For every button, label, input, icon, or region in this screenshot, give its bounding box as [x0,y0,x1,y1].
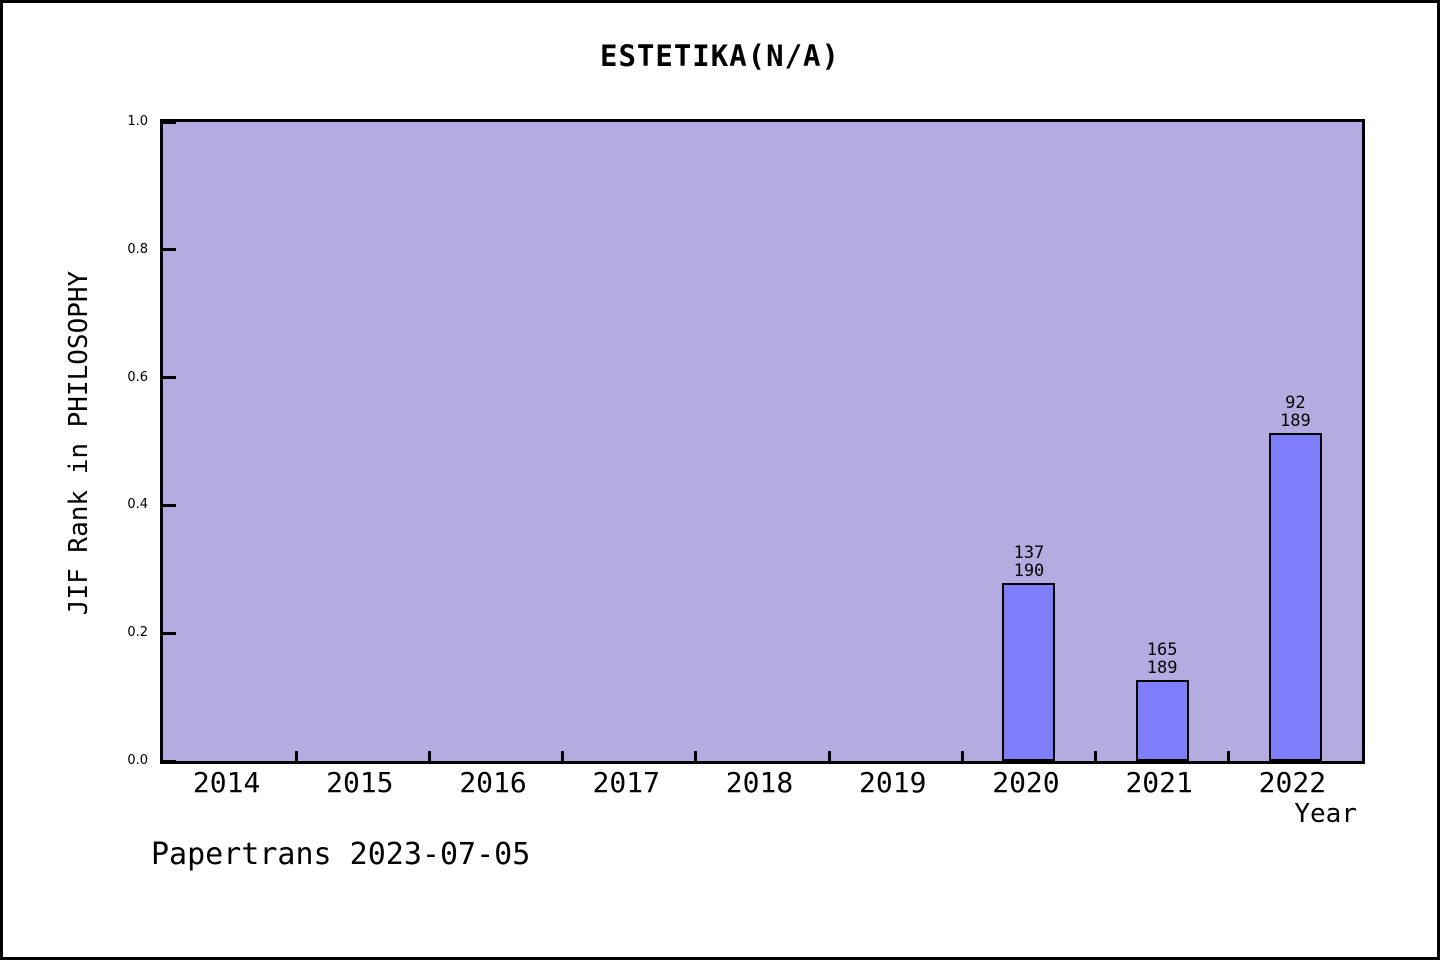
y-tick-label: 0.0 [127,753,148,768]
x-axis-tick [694,751,698,761]
y-axis-tick [163,248,176,252]
x-axis-tick [427,751,431,761]
bar-label-2021: 165 189 [1102,641,1222,677]
bar-rank-value: 92 [1285,393,1306,413]
bar-2022 [1268,433,1322,761]
chart-title: ESTETIKA(N/A) [600,39,840,73]
bar-total-value: 189 [1146,658,1178,678]
y-tick-label: 0.4 [127,497,148,513]
plot-area: 137 190 165 189 92 189 [160,119,1365,764]
bar-rank-value: 165 [1146,640,1178,660]
x-tick-label-2018: 2018 [725,766,794,799]
x-axis-tick [827,751,831,761]
y-tick-label: 0.2 [127,625,148,641]
x-tick-label-2014: 2014 [192,766,261,799]
x-axis-tick [960,751,964,761]
x-tick-label-2016: 2016 [459,766,527,799]
bar-2021 [1135,680,1189,761]
x-axis-tick [294,751,298,761]
footer-watermark: Papertrans 2023-07-05 [151,837,531,872]
y-tick-label: 0.8 [127,241,148,257]
y-axis-tick [163,120,176,124]
x-tick-label-2021: 2021 [1125,766,1193,799]
bar-2020 [1002,583,1056,761]
y-tick-label: 1.0 [127,114,148,129]
y-axis-tick [163,376,176,380]
x-axis-tick [1094,751,1098,761]
bar-rank-value: 137 [1013,543,1045,563]
y-axis-tick [163,503,176,507]
bar-label-2022: 92 189 [1235,394,1355,430]
bar-label-2020: 137 190 [969,544,1089,580]
x-axis-tick-labels: 2014 2015 2016 2017 2018 2019 2020 2021 2022 [160,766,1365,800]
bar-total-value: 189 [1280,411,1311,431]
x-axis-tick [561,751,565,761]
x-axis-tick [1227,751,1231,761]
x-tick-label-2022: 2022 [1258,766,1327,799]
x-tick-label-2017: 2017 [592,766,660,799]
y-axis-tick [163,759,176,763]
y-axis-tick [163,631,176,635]
x-axis-title: Year [1294,799,1357,829]
x-tick-label-2019: 2019 [859,766,927,799]
x-tick-label-2020: 2020 [992,766,1060,799]
y-tick-label: 0.6 [127,369,148,385]
x-tick-label-2015: 2015 [326,766,394,799]
y-axis-tick-labels: 0.0 0.2 0.4 0.6 0.8 1.0 [3,115,153,768]
bar-total-value: 190 [1013,561,1045,581]
plot-inner: 137 190 165 189 92 189 [163,120,1362,763]
